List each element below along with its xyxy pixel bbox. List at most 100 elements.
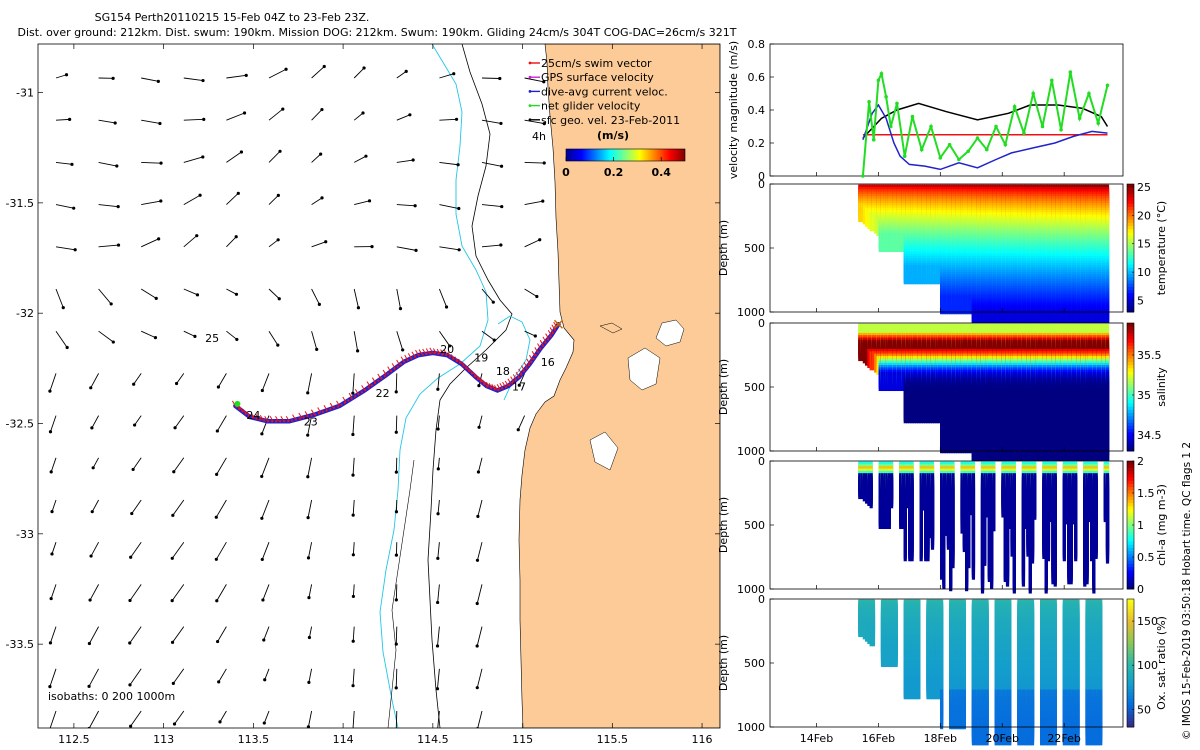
velocity-vector-head [476,644,479,647]
velocity-vector-head [50,552,53,555]
velocity-vector-head [217,680,220,683]
velocity-vector-head [173,722,176,725]
legend-marker [529,62,532,65]
velocity-vector-head [732,598,735,601]
velocity-vector-head [306,434,309,437]
velocity-vector-head [401,348,404,351]
velocity-vector-head [88,642,91,645]
velocity-vector-head [88,727,91,730]
velocity-y-tick-label: 0.6 [748,71,766,84]
velocity-vector-head [455,118,458,121]
velocity-vector-head [308,636,311,639]
velocity-vector-head [323,65,326,68]
velocity-vector-head [306,475,309,478]
velocity-vector-head [235,293,238,296]
velocity-point [867,100,871,104]
velocity-vector-head [159,199,162,202]
velocity-vector-head [172,682,175,685]
velocity-vector-head [306,516,309,519]
velocity-point [939,156,943,160]
colorbar-tick-label: 0.2 [604,166,624,179]
velocity-point [911,115,915,119]
velocity-point [880,72,884,76]
velocity-vector-head [195,234,198,237]
map-x-tick-label: 115.5 [597,733,629,746]
velocity-vector-head [48,728,51,731]
velocity-vector-head [132,468,135,471]
colorbar-tick-label: 0.4 [651,166,671,179]
velocity-vector-head [754,199,757,202]
velocity-vector-head [500,165,503,168]
velocity-vector-head [157,80,160,83]
map-x-tick-label: 114.5 [417,733,449,746]
velocity-vector-head [395,510,398,513]
velocity-vector-head [50,470,53,473]
velocity-point [985,148,989,152]
map-y-tick-label: -31 [16,87,34,100]
velocity-vector-head [216,429,219,432]
velocity-vector-head [171,641,174,644]
velocity-vector-head [731,642,734,645]
day-label: 19 [474,352,488,365]
legend-label: GPS surface velocity [541,71,654,84]
velocity-vector-head [281,107,284,110]
figure: SG154 Perth20110215 15-Feb 04Z to 23-Feb… [0,0,1200,750]
velocity-point [1106,83,1110,87]
velocity-vector-head [399,307,402,310]
velocity-vector-head [49,641,52,644]
velocity-vector-head [154,336,157,339]
velocity-vector-head [436,557,439,560]
velocity-vector-head [395,598,398,601]
velocity-vector [738,331,741,350]
velocity-vector-head [395,729,398,732]
map-y-tick-label: -33 [16,528,34,541]
velocity-vector-head [739,349,742,352]
velocity-point [884,95,888,99]
legend-marker [529,118,532,121]
velocity-vector-head [70,163,73,166]
velocity-vector-head [307,596,310,599]
velocity-vector-head [65,73,68,76]
velocity-vector-head [395,471,398,474]
velocity-vector-head [395,431,398,434]
velocity-vector-head [452,72,455,75]
velocity-vector-head [50,597,53,600]
colorbar-title: (m/s) [597,129,629,142]
velocity-vector [525,162,545,163]
velocity-vector-head [237,192,240,195]
velocity-vector-head [535,295,538,298]
velocity-vector-head [72,207,75,210]
velocity-vector-head [306,391,309,394]
velocity-vector-head [456,163,459,166]
velocity-vector-head [731,729,734,732]
velocity-vector-head [395,554,398,557]
velocity-vector-head [201,155,204,158]
velocity-point [1096,121,1100,125]
velocity-vector-head [276,344,279,347]
day-label: 22 [376,387,390,400]
velocity-vector [482,78,500,79]
velocity-vector-head [261,389,264,392]
velocity-vector [396,416,397,433]
legend-label: net glider velocity [541,100,641,113]
velocity-point [877,79,881,83]
velocity-vector-head [351,474,354,477]
velocity-vector-head [436,601,439,604]
velocity-vector-head [218,720,221,723]
velocity-vector-head [351,433,354,436]
velocity-vector-head [173,426,176,429]
velocity-vector-head [48,390,51,393]
velocity-vector-head [541,200,544,203]
velocity-vector-head [500,205,503,208]
map-y-tick-label: -31.5 [6,197,34,210]
velocity-vector [738,200,756,204]
velocity-vector-head [159,162,162,165]
velocity-vector-head [319,153,322,156]
velocity-vector-head [278,150,281,153]
velocity-vector-head [445,305,448,308]
velocity-vector-head [171,599,174,602]
velocity-vector-head [50,510,53,513]
velocity-vector-head [90,426,93,429]
